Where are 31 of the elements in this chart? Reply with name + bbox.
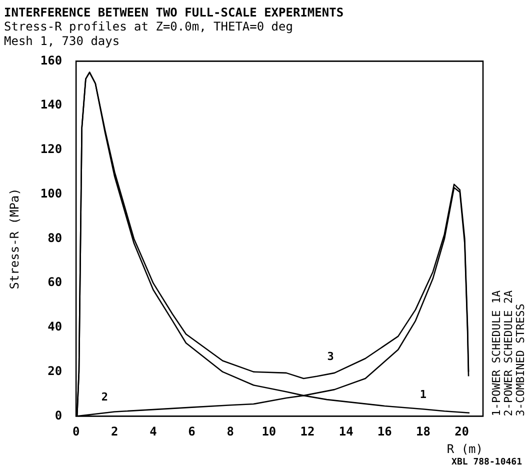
y-tick-label: 140 (40, 98, 62, 112)
text: XBL 788-10461 (452, 457, 522, 468)
y-tick-label: 120 (40, 142, 62, 156)
text: 1-POWER SCHEDULE 1A (490, 290, 503, 416)
text: 3-COMBINED STRESS (514, 304, 527, 416)
series-label: 3 (327, 350, 334, 363)
x-tick-label: 0 (72, 424, 80, 439)
x-tick-label: 12 (300, 424, 315, 439)
x-tick-label: 16 (377, 424, 392, 439)
x-tick-label: 6 (188, 424, 196, 439)
x-tick-label: 14 (338, 424, 354, 439)
y-tick-label: 40 (48, 320, 62, 334)
chart-subtitle: Stress-R profiles at Z=0.0m, THETA=0 deg Mesh 1, 730 days (4, 20, 293, 48)
x-tick-label: 10 (262, 424, 276, 439)
y-tick-label: 20 (48, 364, 62, 378)
y-axis-title: Stress-R (MPa) (7, 188, 22, 290)
y-tick-label: 160 (40, 53, 62, 68)
y-tick-label: 100 (40, 186, 62, 200)
chart-title: INTERFERENCE BETWEEN TWO FULL-SCALE EXPERIMENTS (4, 5, 344, 20)
x-tick-label: 2 (111, 424, 118, 439)
y-tick-label: 60 (48, 275, 62, 290)
x-tick-label: 18 (416, 424, 430, 439)
x-tick-label: 4 (150, 424, 157, 439)
series-label: 1 (420, 388, 427, 401)
x-tick-label: 8 (226, 424, 234, 439)
x-axis-title: R (m) (446, 442, 483, 456)
text: 2-POWER SCHEDULE 2A (502, 290, 515, 416)
y-tick-label: 80 (48, 230, 62, 245)
x-tick-label: 20 (454, 424, 470, 439)
y-tick-label: 0 (54, 408, 62, 422)
series-label: 2 (101, 390, 108, 404)
